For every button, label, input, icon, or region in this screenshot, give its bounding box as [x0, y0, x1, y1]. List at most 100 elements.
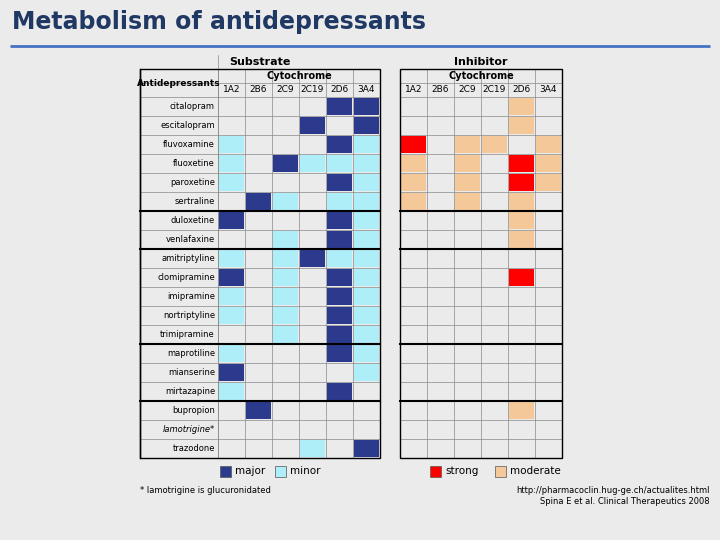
- Bar: [219, 174, 244, 191]
- Bar: [327, 193, 352, 210]
- Bar: [509, 269, 534, 286]
- Text: Substrate: Substrate: [229, 57, 291, 67]
- Bar: [354, 231, 379, 248]
- Text: moderate: moderate: [510, 467, 561, 476]
- Text: 3A4: 3A4: [540, 85, 557, 94]
- Bar: [246, 193, 271, 210]
- Bar: [327, 174, 352, 191]
- Bar: [327, 250, 352, 267]
- Bar: [273, 250, 298, 267]
- Bar: [354, 269, 379, 286]
- Bar: [509, 212, 534, 229]
- Bar: [536, 174, 561, 191]
- Bar: [455, 155, 480, 172]
- Bar: [354, 326, 379, 343]
- Bar: [536, 136, 561, 153]
- Text: http://pharmacoclin.hug-ge.ch/actualites.html: http://pharmacoclin.hug-ge.ch/actualites…: [516, 486, 710, 495]
- Bar: [327, 136, 352, 153]
- Text: mianserine: mianserine: [168, 368, 215, 377]
- Bar: [509, 98, 534, 115]
- Text: Antidepressants: Antidepressants: [138, 78, 221, 87]
- Text: escitalopram: escitalopram: [161, 121, 215, 130]
- Bar: [400, 69, 562, 458]
- Text: 2D6: 2D6: [330, 85, 348, 94]
- Bar: [327, 345, 352, 362]
- Bar: [300, 117, 325, 134]
- Bar: [354, 250, 379, 267]
- Bar: [509, 231, 534, 248]
- Bar: [354, 288, 379, 305]
- Bar: [219, 307, 244, 324]
- Bar: [219, 155, 244, 172]
- Bar: [354, 117, 379, 134]
- Bar: [327, 231, 352, 248]
- Text: clomipramine: clomipramine: [157, 273, 215, 282]
- Bar: [219, 212, 244, 229]
- Bar: [273, 307, 298, 324]
- Bar: [327, 98, 352, 115]
- Bar: [354, 364, 379, 381]
- Bar: [327, 383, 352, 400]
- Bar: [219, 269, 244, 286]
- Bar: [219, 364, 244, 381]
- Text: nortriptyline: nortriptyline: [163, 311, 215, 320]
- Bar: [509, 155, 534, 172]
- Bar: [495, 466, 506, 477]
- Bar: [273, 155, 298, 172]
- Bar: [401, 136, 426, 153]
- Bar: [273, 269, 298, 286]
- Bar: [509, 117, 534, 134]
- Text: 2C9: 2C9: [459, 85, 477, 94]
- Bar: [300, 440, 325, 457]
- Bar: [354, 193, 379, 210]
- Bar: [273, 326, 298, 343]
- Bar: [536, 155, 561, 172]
- Bar: [354, 98, 379, 115]
- Text: imipramine: imipramine: [167, 292, 215, 301]
- Bar: [482, 136, 507, 153]
- Bar: [219, 136, 244, 153]
- Text: major: major: [235, 467, 265, 476]
- Text: 2C9: 2C9: [276, 85, 294, 94]
- Text: Cytochrome: Cytochrome: [448, 71, 514, 81]
- Bar: [455, 174, 480, 191]
- Bar: [327, 212, 352, 229]
- Bar: [273, 288, 298, 305]
- Bar: [455, 136, 480, 153]
- Text: maprotiline: maprotiline: [167, 349, 215, 358]
- Bar: [354, 440, 379, 457]
- Bar: [509, 174, 534, 191]
- Bar: [273, 231, 298, 248]
- Bar: [220, 466, 231, 477]
- Text: 2B6: 2B6: [250, 85, 267, 94]
- Bar: [354, 212, 379, 229]
- Bar: [509, 193, 534, 210]
- Text: bupropion: bupropion: [172, 406, 215, 415]
- Text: 2B6: 2B6: [432, 85, 449, 94]
- Bar: [327, 288, 352, 305]
- Text: strong: strong: [445, 467, 478, 476]
- Bar: [140, 69, 380, 458]
- Bar: [219, 288, 244, 305]
- Text: citalopram: citalopram: [170, 102, 215, 111]
- Text: mirtazapine: mirtazapine: [165, 387, 215, 396]
- Text: Cytochrome: Cytochrome: [266, 71, 332, 81]
- Bar: [327, 155, 352, 172]
- Bar: [354, 307, 379, 324]
- Bar: [219, 345, 244, 362]
- Text: sertraline: sertraline: [175, 197, 215, 206]
- Text: 2C19: 2C19: [301, 85, 324, 94]
- Text: amitriptyline: amitriptyline: [161, 254, 215, 263]
- Text: Spina E et al. Clinical Therapeutics 2008: Spina E et al. Clinical Therapeutics 200…: [541, 497, 710, 506]
- Bar: [327, 326, 352, 343]
- Bar: [327, 269, 352, 286]
- Bar: [354, 174, 379, 191]
- Text: trazodone: trazodone: [173, 444, 215, 453]
- Text: 3A4: 3A4: [358, 85, 375, 94]
- Bar: [300, 250, 325, 267]
- Text: venlafaxine: venlafaxine: [166, 235, 215, 244]
- Text: Inhibitor: Inhibitor: [454, 57, 508, 67]
- Bar: [509, 402, 534, 419]
- Bar: [354, 345, 379, 362]
- Bar: [455, 193, 480, 210]
